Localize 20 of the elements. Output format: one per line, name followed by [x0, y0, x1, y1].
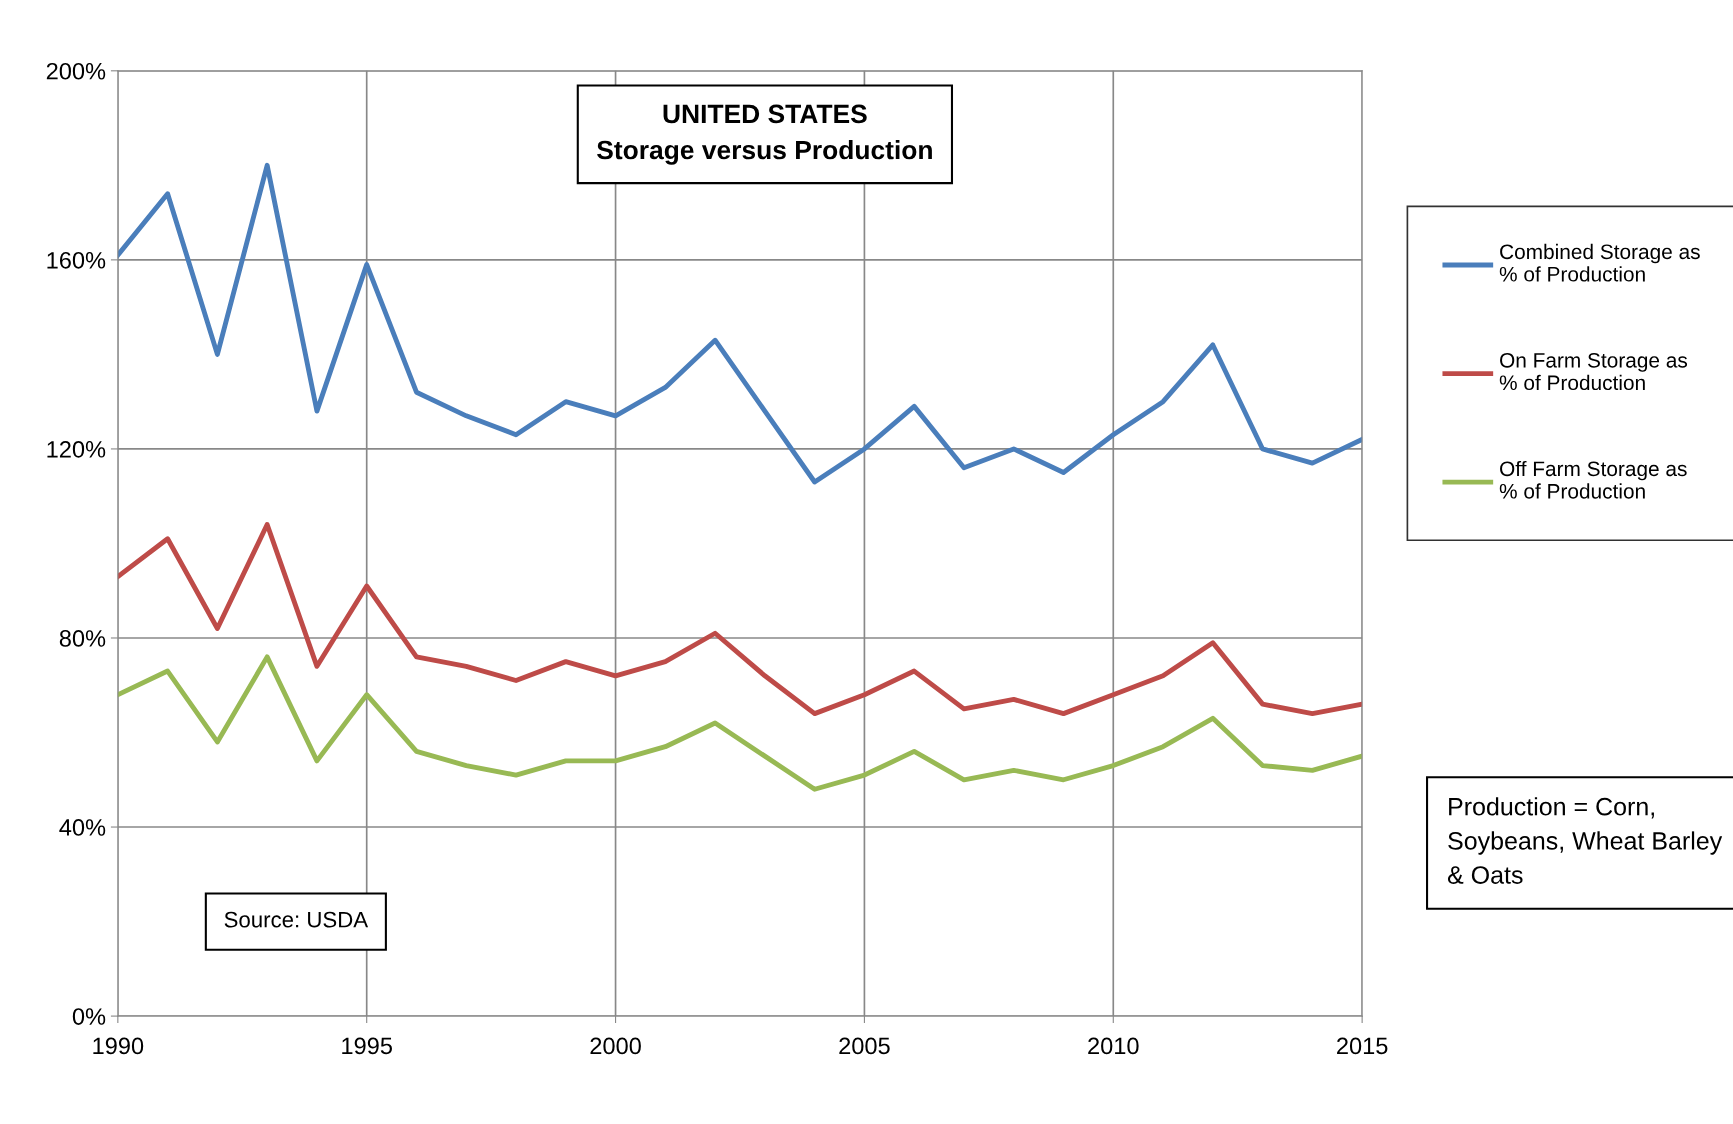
text: Production = Corn, Soybeans, Wheat Barley & Oats [1447, 797, 1723, 884]
x-tick-label: 2005 [839, 1037, 890, 1055]
y-tick-label: 40% [59, 819, 106, 836]
x-tick-label: 2000 [590, 1037, 641, 1055]
y-tick-label: 0% [72, 1008, 106, 1025]
y-tick-label: 80% [59, 630, 106, 647]
line-series [117, 654, 1363, 792]
y-tick-label: 160% [47, 251, 106, 269]
x-tick-label: 1995 [342, 1037, 392, 1055]
legend-label: On Farm Storage as % of Production [1499, 352, 1688, 391]
x-tick-label: 1990 [93, 1037, 144, 1055]
annotation: Source: USDA [224, 911, 369, 928]
text: Storage versus Production [597, 139, 932, 165]
y-tick-label: 120% [47, 440, 106, 458]
text: UNITED STATES [663, 104, 867, 124]
y-tick-label: 200% [46, 62, 106, 80]
legend-label: Off Farm Storage as % of Production [1499, 460, 1687, 499]
x-tick-label: 2010 [1088, 1037, 1139, 1055]
x-tick-label: 2015 [1337, 1037, 1388, 1055]
legend-label: Combined Storage as % of Production [1499, 243, 1700, 282]
